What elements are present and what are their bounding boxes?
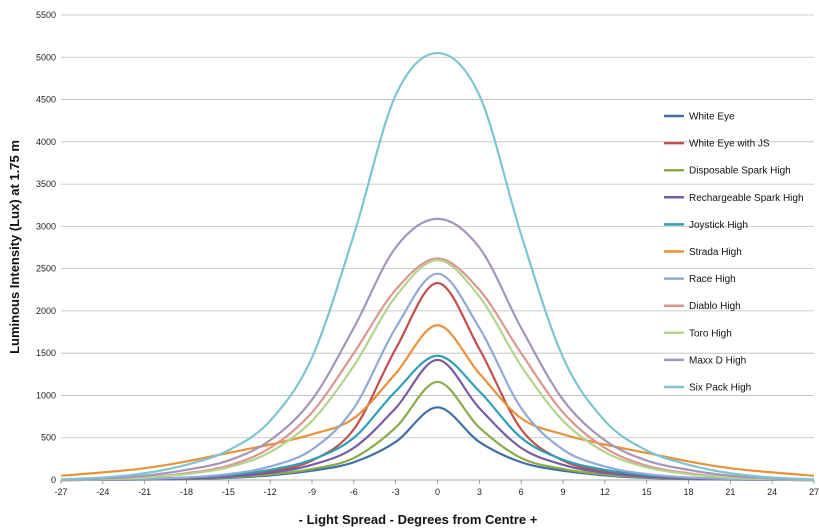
y-tick-label: 4500 bbox=[36, 95, 56, 105]
series-line-diablo-high bbox=[60, 257, 815, 481]
legend-label-maxx-d-high: Maxx D High bbox=[689, 355, 746, 366]
y-tick-label: 3000 bbox=[36, 221, 56, 231]
x-tick-label: -24 bbox=[96, 487, 109, 497]
series-lines bbox=[60, 51, 815, 482]
y-axis-label: Luminous Intensity (Lux) at 1.75 m bbox=[7, 140, 22, 354]
legend-label-rechargeable-spark-high: Rechargeable Spark High bbox=[689, 193, 804, 204]
y-tick-label: 0 bbox=[51, 475, 56, 485]
series-line-six-pack-high bbox=[60, 51, 815, 481]
series-line-strada-high bbox=[60, 324, 815, 477]
y-tick-label: 3500 bbox=[36, 179, 56, 189]
x-tick-label: 18 bbox=[683, 487, 693, 497]
legend-label-strada-high: Strada High bbox=[689, 247, 742, 258]
series-line-rechargeable-spark-high bbox=[60, 358, 815, 482]
y-tick-label: 500 bbox=[41, 433, 56, 443]
y-tick-label: 2500 bbox=[36, 264, 56, 274]
legend: White Eye White Eye with JS Disposable Spa… bbox=[664, 112, 804, 394]
x-tick-label: -21 bbox=[138, 487, 151, 497]
legend-label-white-eye: White Eye bbox=[689, 112, 735, 123]
grid bbox=[60, 14, 815, 484]
series-line-disposable-spark-high bbox=[60, 380, 815, 482]
x-tick-label: -18 bbox=[180, 487, 193, 497]
series-line-race-high bbox=[60, 272, 815, 482]
x-axis-label: - Light Spread - Degrees from Centre + bbox=[299, 512, 538, 527]
x-tick-label: 0 bbox=[435, 487, 440, 497]
legend-label-joystick-high: Joystick High bbox=[689, 220, 748, 231]
series-line-toro-high bbox=[60, 259, 815, 481]
series-line-maxx-d-high bbox=[60, 217, 815, 481]
legend-label-disposable-spark-high: Disposable Spark High bbox=[689, 166, 791, 177]
series-line-joystick-high bbox=[60, 354, 815, 482]
legend-label-toro-high: Toro High bbox=[689, 328, 732, 339]
x-tick-label: 24 bbox=[767, 487, 777, 497]
series-line-white-eye bbox=[60, 406, 815, 482]
x-tick-label: 21 bbox=[725, 487, 735, 497]
x-tick-label: 6 bbox=[519, 487, 524, 497]
y-tick-label: 5000 bbox=[36, 52, 56, 62]
x-tick-label: -15 bbox=[222, 487, 235, 497]
x-tick-label: -6 bbox=[350, 487, 358, 497]
x-tick-labels: -27 -24 -21 -18 -15 -12 -9 -6 -3 0 3 6 9 12 15 18 21 24 27 bbox=[54, 487, 819, 497]
legend-label-race-high: Race High bbox=[689, 274, 736, 285]
x-tick-label: 12 bbox=[600, 487, 610, 497]
y-tick-label: 1500 bbox=[36, 348, 56, 358]
x-tick-label: 3 bbox=[477, 487, 482, 497]
x-tick-label: 9 bbox=[560, 487, 565, 497]
y-tick-label: 2000 bbox=[36, 306, 56, 316]
x-tick-label: -27 bbox=[54, 487, 67, 497]
y-tick-label: 1000 bbox=[36, 390, 56, 400]
y-tick-label: 4000 bbox=[36, 137, 56, 147]
legend-label-diablo-high: Diablo High bbox=[689, 301, 741, 312]
y-tick-labels: 0 500 1000 1500 2000 2500 3000 3500 4000 4500 5000… bbox=[36, 10, 56, 485]
legend-label-six-pack-high: Six Pack High bbox=[689, 383, 751, 394]
x-tick-label: -9 bbox=[308, 487, 316, 497]
x-tick-label: 15 bbox=[642, 487, 652, 497]
y-tick-label: 5500 bbox=[36, 10, 56, 20]
x-tick-label: 27 bbox=[809, 487, 819, 497]
x-tick-label: -12 bbox=[264, 487, 277, 497]
legend-label-white-eye-with-js: White Eye with JS bbox=[689, 139, 770, 150]
x-tick-label: -3 bbox=[392, 487, 400, 497]
